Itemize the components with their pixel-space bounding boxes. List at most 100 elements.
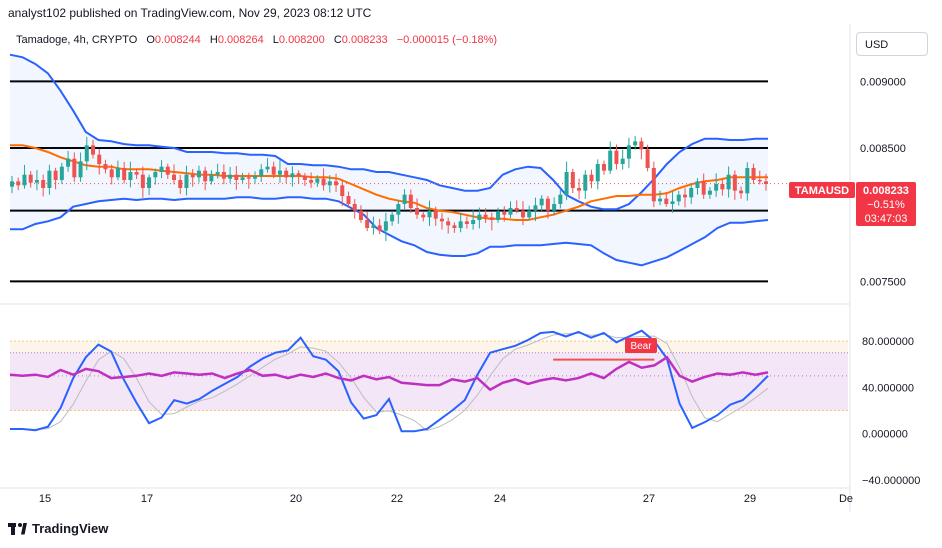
candle	[209, 170, 214, 185]
candle	[72, 152, 77, 182]
candle-body	[764, 181, 768, 184]
candle	[701, 173, 706, 199]
ticker-badge-label: TAMAUSD	[795, 185, 849, 197]
currency-button[interactable]: USD	[856, 32, 928, 56]
candle-body	[757, 180, 762, 182]
candle	[172, 164, 177, 185]
candle	[115, 160, 120, 181]
candle-body	[10, 181, 14, 187]
price-badge-change: −0.51%	[867, 199, 905, 211]
candle-body	[365, 220, 370, 228]
candle	[489, 212, 494, 231]
candle-body	[483, 214, 488, 218]
candle	[352, 199, 357, 219]
candle	[97, 149, 102, 175]
candle-body	[658, 198, 663, 202]
candle	[583, 170, 588, 199]
candle-body	[670, 201, 675, 204]
candle	[34, 170, 39, 191]
time-axis-tick-1: 17	[141, 493, 153, 505]
candle	[296, 170, 301, 184]
candle	[377, 218, 382, 235]
candle-body	[533, 205, 538, 211]
candle-body	[284, 170, 289, 178]
candle	[334, 173, 339, 193]
candle	[626, 137, 631, 169]
candle-body	[714, 184, 719, 191]
candle-body	[265, 166, 270, 170]
candle-body	[215, 172, 220, 175]
price-badge	[856, 182, 916, 226]
candle-body	[327, 181, 332, 186]
candle	[358, 205, 363, 223]
candle-body	[464, 221, 469, 224]
candle-body	[259, 169, 264, 176]
candle-body	[352, 204, 357, 211]
candle-body	[539, 198, 544, 206]
candle-body	[695, 181, 700, 188]
candle-body	[589, 174, 594, 182]
candle	[595, 159, 600, 190]
candle	[601, 160, 606, 175]
candle	[53, 167, 58, 190]
candle-body	[315, 178, 320, 183]
candle	[215, 163, 220, 179]
candle-body	[165, 166, 170, 175]
candle	[745, 162, 750, 201]
candle-body	[358, 210, 363, 220]
candle-body	[203, 170, 208, 182]
candle	[558, 190, 563, 209]
candle-body	[115, 168, 120, 178]
candle-body	[676, 194, 681, 202]
candle-body	[147, 177, 152, 188]
candle	[277, 160, 282, 183]
candle	[514, 200, 519, 214]
candle	[134, 168, 139, 180]
candle-body	[66, 158, 71, 167]
candle-body	[739, 190, 744, 194]
symbol-legend: Tamadoge, 4h, CRYPTO O0.008244 H0.008264…	[16, 34, 497, 46]
candle-body	[726, 174, 731, 190]
oscillator-axis-tick-1: 40.000000	[862, 382, 914, 394]
candle	[59, 162, 64, 184]
candle-body	[689, 188, 694, 198]
candle	[577, 178, 582, 200]
candle-body	[458, 221, 463, 228]
candle	[128, 161, 133, 188]
candle	[309, 172, 314, 188]
close-value: 0.008233	[341, 34, 388, 46]
candle-body	[701, 181, 706, 195]
candle-body	[172, 174, 177, 180]
candle	[103, 159, 108, 174]
candle-body	[321, 178, 326, 186]
candle	[178, 175, 183, 194]
low-value: 0.008200	[278, 34, 325, 46]
open-value: 0.008244	[154, 34, 201, 46]
candle	[246, 172, 251, 189]
candle	[452, 222, 457, 233]
candle	[346, 191, 351, 209]
tradingview-logo[interactable]: TradingView	[8, 521, 108, 536]
candle-body	[140, 174, 145, 188]
candle-body	[296, 173, 301, 176]
candle	[739, 186, 744, 199]
candle	[271, 161, 276, 179]
candle-body	[128, 172, 133, 180]
candle	[340, 179, 345, 207]
symbol-name[interactable]: Tamadoge, 4h, CRYPTO	[16, 34, 138, 46]
candle-body	[577, 188, 582, 191]
candle	[383, 212, 388, 242]
rsi-line	[9, 355, 769, 392]
tradingview-icon	[8, 522, 28, 535]
candle-body	[545, 198, 550, 211]
candle	[66, 150, 71, 172]
candle	[22, 164, 27, 189]
candle	[707, 187, 712, 199]
candle-body	[508, 208, 513, 215]
candle-body	[527, 210, 532, 218]
candle	[433, 206, 438, 226]
candle	[78, 152, 83, 182]
bollinger-fill	[10, 54, 768, 266]
candle-body	[228, 174, 233, 179]
